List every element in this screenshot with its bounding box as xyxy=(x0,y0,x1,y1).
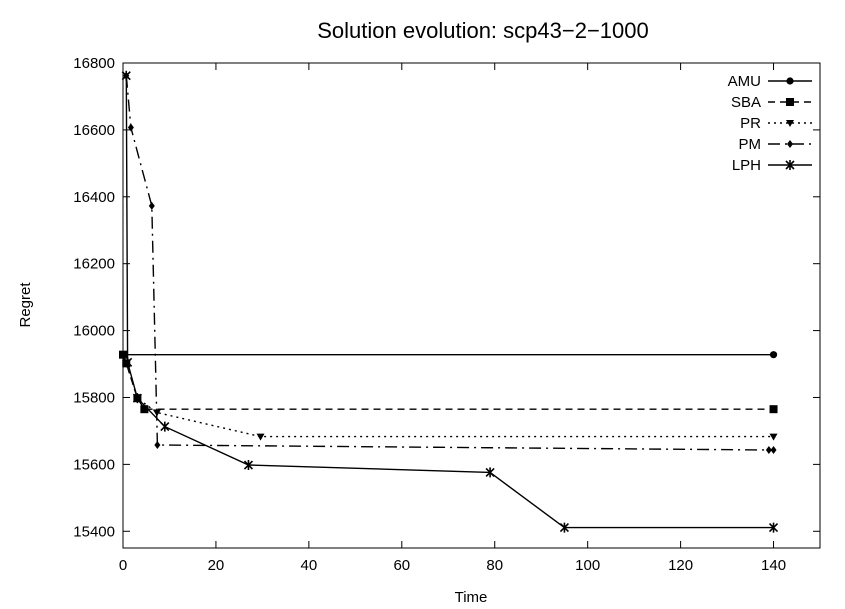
marker-sba xyxy=(786,98,794,106)
x-tick-label: 0 xyxy=(119,557,127,574)
marker-pm xyxy=(127,123,134,132)
axis-ticks: 0 20 40 60 80 100 120 140 15400 15600 15800 16000 16… xyxy=(73,55,820,574)
y-tick-label: 15800 xyxy=(73,389,115,406)
legend-label-sba: SBA xyxy=(731,94,761,111)
marker-sba xyxy=(769,405,778,414)
marker-pm xyxy=(154,440,161,449)
x-axis-label: Time xyxy=(455,589,488,606)
series-lines xyxy=(122,75,774,529)
marker-lph xyxy=(559,522,569,533)
marker-pm xyxy=(148,201,155,210)
marker-lph xyxy=(132,393,142,404)
x-tick-label: 40 xyxy=(301,557,318,574)
series-markers xyxy=(119,70,779,533)
plot-frame xyxy=(122,62,821,549)
marker-lph xyxy=(123,357,133,368)
marker-pr xyxy=(769,433,778,441)
marker-pr xyxy=(119,351,127,359)
legend: AMU SBA PR PM LPH xyxy=(728,73,812,174)
marker-lph xyxy=(243,460,254,471)
y-tick-label: 15600 xyxy=(73,456,115,473)
marker-lph xyxy=(160,421,170,432)
y-tick-label: 16800 xyxy=(73,55,115,72)
y-tick-label: 16000 xyxy=(73,323,115,340)
y-tick-label: 16600 xyxy=(73,122,115,139)
series-line-sba xyxy=(122,354,774,410)
marker-pm xyxy=(765,445,772,454)
y-tick-label: 15400 xyxy=(73,523,115,540)
legend-label-lph: LPH xyxy=(732,157,761,174)
y-axis-label: Regret xyxy=(17,282,34,328)
legend-label-pm: PM xyxy=(739,136,762,153)
marker-pr xyxy=(256,433,265,441)
series-line-lph xyxy=(125,75,774,529)
marker-sba xyxy=(140,405,149,414)
marker-lph xyxy=(485,467,495,478)
marker-lph xyxy=(121,70,131,81)
marker-amu xyxy=(769,351,778,359)
legend-label-amu: AMU xyxy=(728,73,761,90)
x-tick-label: 20 xyxy=(208,557,225,574)
y-tick-label: 16400 xyxy=(73,189,115,206)
legend-label-pr: PR xyxy=(740,115,761,132)
x-tick-label: 100 xyxy=(575,557,600,574)
marker-pm xyxy=(770,445,777,454)
series-line-pm xyxy=(125,75,774,451)
marker-lph xyxy=(785,160,795,170)
series-line-pr xyxy=(122,354,774,438)
x-tick-label: 120 xyxy=(668,557,693,574)
marker-pm xyxy=(787,140,793,148)
marker-pr xyxy=(152,409,161,417)
y-tick-label: 16200 xyxy=(73,256,115,273)
x-tick-label: 140 xyxy=(761,557,786,574)
marker-amu xyxy=(786,77,794,85)
x-tick-label: 80 xyxy=(486,557,503,574)
marker-pr xyxy=(786,120,794,127)
chart-title: Solution evolution: scp43−2−1000 xyxy=(317,18,648,43)
marker-lph xyxy=(768,522,779,533)
x-tick-label: 60 xyxy=(393,557,410,574)
